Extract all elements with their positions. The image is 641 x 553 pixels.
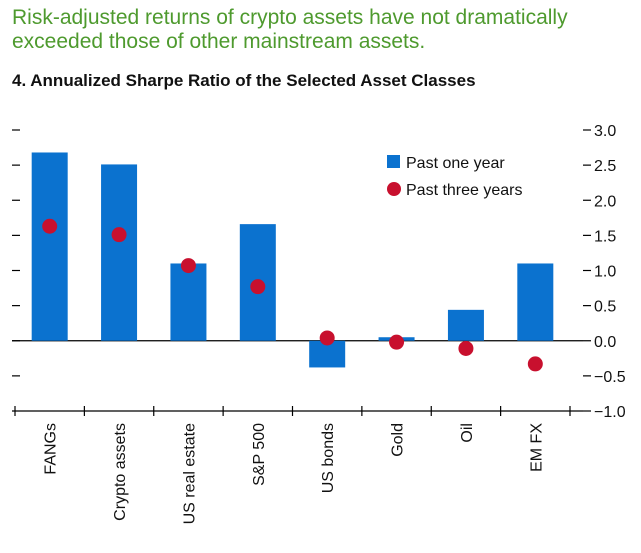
- bar-fangs: [31, 152, 68, 341]
- y-tick-label: 2.0: [594, 193, 616, 210]
- y-tick-label: −1.0: [594, 404, 626, 421]
- dot-crypto-assets: [111, 227, 127, 243]
- y-tick-label: 3.0: [594, 123, 616, 140]
- category-label: FANGs: [43, 423, 60, 475]
- bar-crypto-assets: [101, 164, 138, 341]
- y-tick-label: −0.5: [594, 369, 626, 386]
- dot-oil: [458, 340, 474, 356]
- dot-us-real-estate: [180, 258, 196, 274]
- legend: Past one year Past three years: [387, 155, 523, 199]
- dot-s-p-500: [250, 279, 266, 295]
- bar-oil: [447, 309, 484, 341]
- category-label: S&P 500: [251, 423, 268, 486]
- dot-em-fx: [527, 356, 543, 372]
- dot-gold: [389, 334, 405, 350]
- y-tick-label: 1.0: [594, 264, 616, 281]
- legend-swatch-dot: [387, 182, 401, 196]
- category-label: US real estate: [181, 423, 198, 524]
- y-tick-label: 0.5: [594, 299, 616, 316]
- category-label: US bonds: [320, 423, 337, 493]
- legend-label-bar: Past one year: [406, 155, 505, 172]
- bar-em-fx: [517, 263, 554, 341]
- category-label: Oil: [459, 423, 476, 443]
- y-tick-label: 1.5: [594, 228, 616, 245]
- chart-title: 4. Annualized Sharpe Ratio of the Select…: [12, 71, 476, 90]
- y-tick-label: 2.5: [594, 158, 616, 175]
- dot-us-bonds: [319, 330, 335, 346]
- dot-fangs: [42, 218, 58, 234]
- headline: Risk-adjusted returns of crypto assets h…: [12, 6, 568, 53]
- legend-swatch-bar: [387, 155, 400, 168]
- legend-label-dot: Past three years: [406, 182, 523, 199]
- y-tick-label: 0.0: [594, 334, 616, 351]
- bar-us-real-estate: [170, 263, 207, 341]
- category-label: EM FX: [528, 423, 545, 472]
- category-label: Crypto assets: [112, 423, 129, 521]
- category-label: Gold: [390, 423, 407, 457]
